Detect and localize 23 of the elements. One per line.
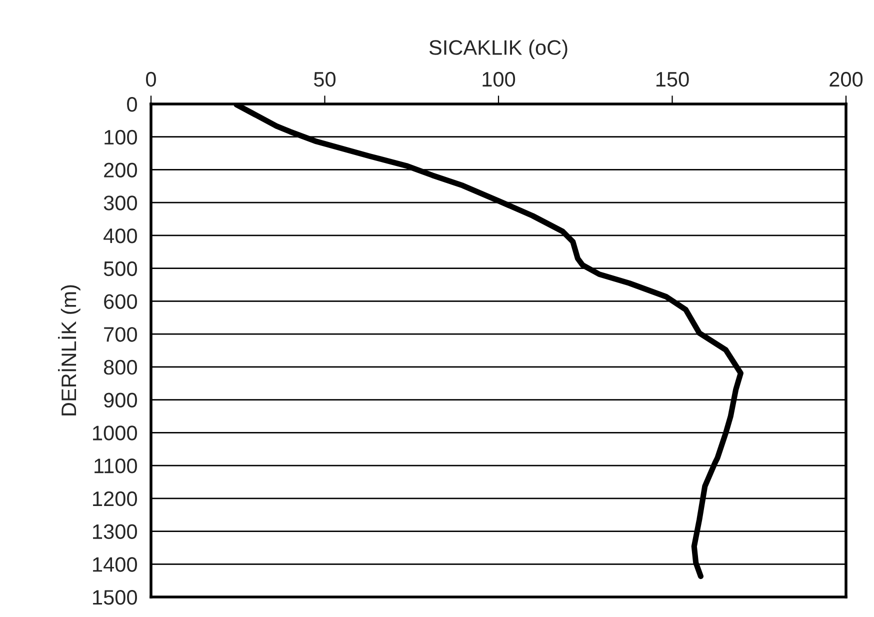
y-tick-label: 0 [127, 97, 137, 112]
y-axis-title: DERİNLİK (m) [58, 285, 80, 416]
y-tick-label: 1300 [93, 524, 137, 540]
x-tick-label: 50 [314, 72, 336, 87]
y-tick-label: 700 [104, 327, 137, 342]
y-tick-label: 100 [104, 130, 137, 145]
x-tick-label: 0 [146, 72, 156, 87]
y-tick-label: 900 [104, 392, 137, 408]
x-tick-label: 200 [830, 72, 863, 87]
x-tick-label: 100 [482, 72, 516, 87]
y-tick-label: 800 [104, 360, 137, 375]
y-tick-label: 1100 [94, 458, 137, 474]
y-tick-label: 600 [104, 294, 137, 309]
y-tick-label: 1200 [93, 491, 137, 506]
y-tick-label: 200 [104, 162, 137, 178]
x-axis-title: SICAKLIK (oC) [429, 40, 568, 60]
y-tick-label: 1400 [93, 557, 137, 572]
y-tick-label: 1500 [93, 590, 137, 605]
y-tick-label: 500 [104, 261, 137, 276]
y-tick-label: 300 [104, 196, 137, 210]
y-tick-label: 400 [104, 228, 137, 244]
x-tick-label: 150 [656, 72, 689, 87]
y-tick-label: 1000 [93, 426, 137, 440]
